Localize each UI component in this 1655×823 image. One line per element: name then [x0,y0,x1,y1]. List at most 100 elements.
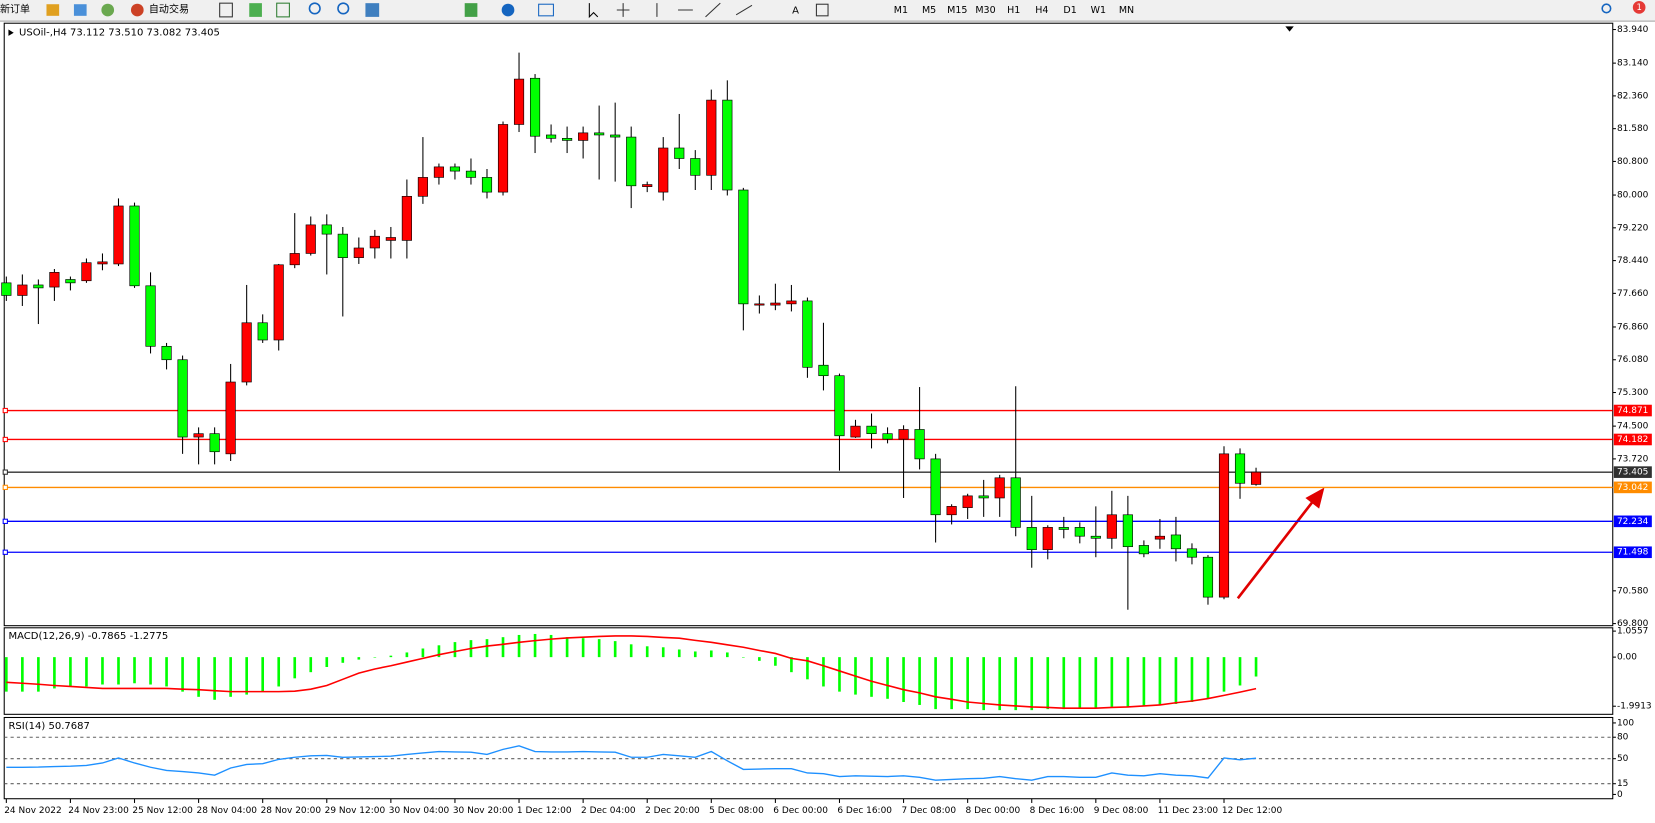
y-tick-label: 77.660 [1617,289,1649,299]
candle-body [17,284,28,296]
macd-signal-line [6,635,1257,709]
candle-body [321,224,332,235]
candle-body [850,425,861,438]
timeframe-button[interactable]: D1 [1063,5,1076,16]
candle-body [177,359,188,438]
candle-body [610,134,621,138]
candle-body [674,147,685,159]
timeframe-button[interactable]: W1 [1091,5,1106,16]
candle-body [578,132,589,141]
candle-body [193,433,204,438]
candle-body [81,262,92,282]
candle-body [962,495,973,508]
candle-body [433,166,444,178]
x-tick-label: 30 Nov 04:00 [389,806,450,816]
price-level-marker [2,549,8,555]
annotation-arrow [1236,487,1325,600]
icon [46,4,60,16]
candle-body [1138,545,1149,555]
y-tick-label: 80 [1617,733,1629,743]
candle-body [834,375,845,437]
candle-body [658,147,669,193]
rsi-line [6,745,1257,781]
y-tick-label: 80.800 [1617,157,1649,167]
candle-body [1122,514,1133,548]
price-level-label: 73.042 [1617,483,1648,493]
new-order-button[interactable]: 新订单 [0,2,30,15]
x-tick-label: 28 Nov 20:00 [261,806,322,816]
price-level-marker [2,518,8,524]
candle-body [738,189,749,305]
candle-body [465,170,477,178]
shift-marker [1285,26,1294,32]
price-level-tag [1613,466,1652,478]
y-tick-label: 80.000 [1617,191,1649,201]
x-tick-label: 11 Dec 23:00 [1158,806,1219,816]
x-tick-label: 2 Dec 20:00 [645,806,700,816]
price-level-label: 74.871 [1617,406,1648,416]
notification-badge[interactable] [1632,1,1646,14]
y-tick-label: 50 [1617,754,1629,764]
candle-body [1234,453,1246,484]
timeframe-button[interactable]: MN [1119,5,1134,16]
candle-body [1,282,12,296]
candle-body [33,284,44,289]
candle-body [1218,453,1230,598]
price-level-tag [1613,404,1652,417]
candle-body [1010,477,1021,528]
y-tick-label: 76.080 [1617,355,1649,365]
x-tick-label: 24 Nov 23:00 [68,806,129,816]
candle-body [241,322,252,383]
timeframe-button[interactable]: M15 [947,5,967,16]
x-tick-label: 8 Dec 16:00 [1030,806,1085,816]
auto-trading-button[interactable]: 自动交易 [149,2,189,15]
candle-body [1074,527,1085,537]
x-tick-label: 8 Dec 00:00 [966,806,1021,816]
candle-body [65,279,76,284]
x-tick-label: 6 Dec 16:00 [837,806,892,816]
y-tick-label: 0.00 [1617,653,1637,663]
candle-body [49,272,60,288]
x-tick-label: 1 Dec 12:00 [517,806,572,816]
candle-body [594,132,605,136]
timeframe-button[interactable]: M5 [922,5,936,16]
candle-body [994,477,1005,499]
y-tick-label: 74.500 [1617,422,1649,432]
timeframe-button[interactable]: M1 [894,5,908,16]
rsi-panel [3,716,1614,800]
candle-body [626,136,637,187]
timeframe-button[interactable]: H4 [1035,5,1048,16]
y-tick-label: 76.860 [1617,322,1649,332]
timeframe-bar: M1 M5 M15 M30 H1 H4 D1 W1 MN [894,5,1134,16]
timeframe-button[interactable]: H1 [1007,5,1020,16]
x-tick-label: 7 Dec 08:00 [901,806,956,816]
candle-body [1026,527,1037,550]
x-tick-label: 29 Nov 12:00 [325,806,386,816]
y-tick-label: 81.580 [1617,124,1649,134]
rsi-title: RSI(14) 50.7687 [8,721,89,732]
y-tick-label: 69.800 [1617,619,1649,629]
timeframe-button[interactable]: M30 [975,5,995,16]
x-tick-label: 12 Dec 12:00 [1222,806,1283,816]
price-level-tag [1613,481,1652,494]
candle-body [722,99,733,191]
candle-body [754,303,765,306]
price-level-marker [2,484,8,491]
icon [130,3,144,17]
y-tick-label: 78.440 [1617,256,1649,266]
candle-body [898,429,909,440]
x-tick-label: 28 Nov 04:00 [196,806,257,816]
toolbar-icons: A 1 [46,1,1646,19]
candle-body [642,184,653,187]
x-tick-label: 5 Dec 08:00 [709,806,764,816]
candle-body [449,166,461,172]
icon [815,3,829,17]
candle-body [209,433,220,453]
price-level-label: 73.405 [1617,468,1648,478]
price-level-label: 74.182 [1617,435,1648,445]
notification-count: 1 [1636,2,1641,12]
candle-body [546,134,557,139]
icon [249,3,262,17]
